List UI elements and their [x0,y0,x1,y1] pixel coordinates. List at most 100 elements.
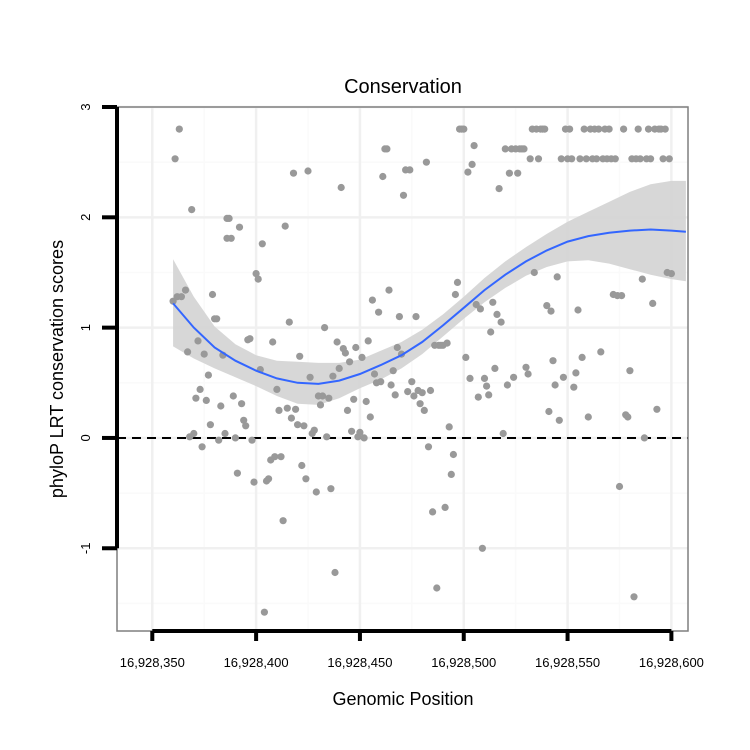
data-point [408,378,416,386]
data-point [277,453,285,461]
data-point [545,407,553,416]
data-point [331,568,339,577]
data-point [254,275,262,283]
data-point [422,158,430,166]
data-point [208,290,217,299]
data-point [206,421,214,429]
data-point [399,191,408,199]
data-point [503,381,511,389]
y-axis: -1 0 1 2 3 [78,103,119,555]
data-point [634,125,642,133]
data-point [200,350,208,358]
data-point [260,608,268,616]
data-point [335,364,343,372]
data-point [480,374,489,382]
data-point [549,357,557,365]
confidence-ribbon [173,180,686,405]
data-point [171,155,179,163]
data-point [181,286,190,294]
data-point [524,370,532,378]
data-point [275,406,283,414]
data-point [248,436,256,444]
data-point [433,584,441,592]
data-point [375,308,383,316]
data-point [198,443,206,451]
data-point [615,482,624,491]
data-point [497,318,505,326]
data-point [491,364,499,372]
data-point [574,306,582,314]
data-point [649,299,657,307]
data-point [360,434,368,442]
data-point [445,423,453,431]
data-point [541,125,549,133]
data-point [487,328,495,336]
data-point [418,389,426,397]
x-axis: 16,928,350 16,928,400 16,928,450 16,928,500… [120,629,704,670]
data-point [304,167,312,175]
data-point [526,155,534,163]
data-point [327,485,335,493]
data-point [202,396,210,404]
data-point [300,422,308,430]
data-point [302,475,310,483]
data-point [352,343,360,352]
data-point [499,429,507,438]
data-point [269,338,277,346]
data-point [348,427,356,435]
data-point [319,392,327,400]
data-point [283,404,291,412]
data-point [620,125,628,133]
data-point [310,426,318,434]
data-point [644,125,653,133]
smooth-line [172,228,686,385]
data-point [323,433,331,441]
data-point [470,142,478,150]
data-point [177,293,185,301]
data-point [389,367,397,375]
data-point [225,214,233,222]
data-point [188,206,196,214]
data-point [474,393,482,401]
data-point [250,478,258,486]
data-point [626,367,634,375]
data-point [443,339,451,347]
data-point [568,155,576,163]
data-point [665,155,673,163]
data-point [215,436,223,444]
data-point [362,397,370,406]
data-point [557,155,565,163]
data-point [391,391,399,399]
data-point [605,125,613,133]
data-point [447,470,455,478]
data-point [341,349,349,357]
data-point [321,324,329,332]
data-point [325,394,333,402]
data-point [231,434,239,442]
y-tick-label: 2 [78,214,93,221]
data-point [495,185,503,193]
y-tick-label: 0 [78,434,93,441]
data-point [329,372,337,380]
data-point [289,169,298,177]
data-point [393,343,401,352]
data-point [410,392,418,400]
data-point [217,402,225,410]
data-point [468,160,476,168]
data-point [659,155,667,163]
y-tick-label: -1 [78,543,93,555]
data-point [638,275,646,283]
data-point [462,353,470,361]
data-point [395,313,403,321]
data-point [429,508,437,516]
data-point [653,405,661,413]
data-point [316,401,325,409]
data-point [385,286,393,294]
data-point [661,125,669,133]
data-point [441,503,449,511]
data-point [464,168,472,176]
data-point [196,385,204,393]
data-point [509,373,518,381]
data-point [192,394,200,402]
data-point [582,155,590,163]
